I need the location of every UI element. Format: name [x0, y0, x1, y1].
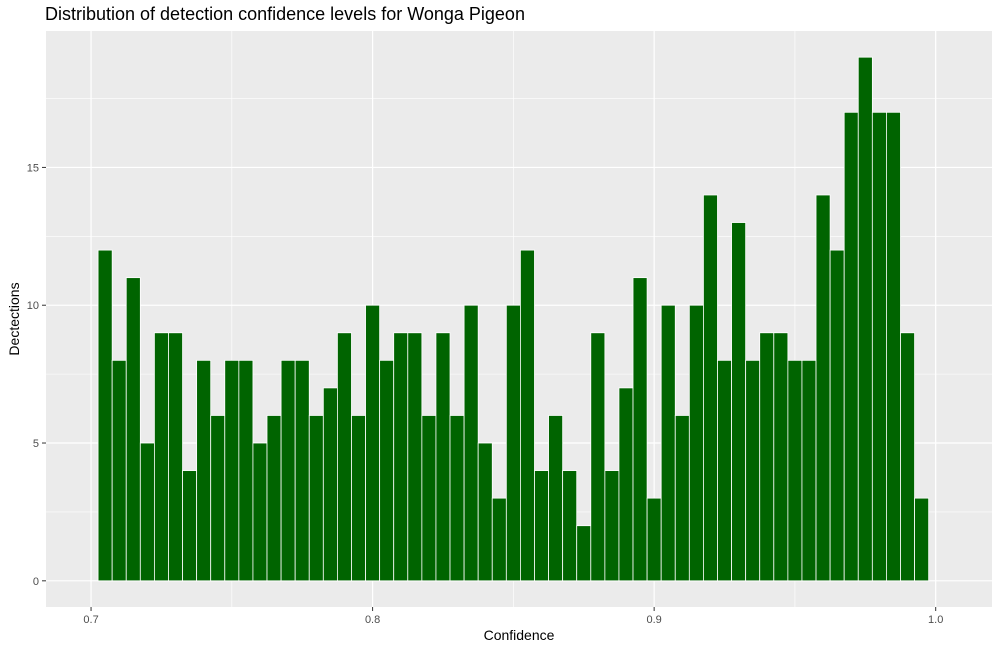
histogram-bar	[745, 359, 761, 582]
histogram-bar	[886, 111, 901, 582]
histogram-bar	[534, 470, 549, 582]
histogram-bar	[337, 332, 352, 582]
histogram-bar	[280, 359, 296, 582]
histogram-bar	[449, 415, 465, 582]
histogram-bar	[632, 277, 648, 582]
histogram-bar	[871, 111, 887, 582]
histogram-bar	[308, 415, 324, 582]
histogram-bar	[703, 194, 718, 582]
histogram-bar	[252, 442, 268, 582]
histogram-bar	[111, 359, 127, 582]
histogram-bar	[407, 332, 423, 582]
x-tick-label: 0.7	[83, 614, 98, 626]
histogram-bar	[857, 56, 873, 582]
histogram-bar	[125, 277, 141, 582]
y-tick-label: 5	[33, 438, 39, 450]
histogram-bar	[660, 304, 676, 582]
y-tick-label: 0	[33, 576, 39, 588]
histogram-bar	[477, 442, 493, 582]
histogram-bar	[787, 359, 803, 582]
histogram-bar	[688, 304, 704, 582]
x-axis-title: Confidence	[484, 627, 555, 643]
histogram-bar	[674, 415, 690, 582]
histogram-bar	[900, 332, 915, 582]
histogram-bar	[773, 332, 789, 582]
histogram-bar	[322, 387, 338, 582]
histogram-bar	[435, 332, 451, 582]
histogram-bar	[562, 470, 578, 582]
histogram-bar	[604, 470, 620, 582]
histogram-bar	[294, 359, 310, 582]
histogram-bar	[182, 470, 198, 582]
histogram-bar	[421, 415, 437, 582]
histogram-bar	[168, 332, 183, 582]
histogram-bar	[731, 222, 747, 582]
histogram-bar	[365, 304, 381, 582]
chart-title: Distribution of detection confidence lev…	[45, 4, 525, 24]
x-axis: 0.7 0.8 0.9 1.0	[83, 607, 943, 626]
x-tick-label: 0.8	[365, 614, 380, 626]
y-tick-label: 15	[27, 162, 39, 174]
x-tick-label: 1.0	[928, 614, 943, 626]
histogram-bar	[351, 415, 366, 582]
histogram-bar	[491, 497, 507, 582]
histogram-bar	[153, 332, 169, 582]
histogram-bar	[829, 249, 845, 582]
histogram-bars	[97, 56, 930, 582]
histogram-bar	[505, 304, 521, 582]
histogram-bar	[646, 497, 662, 582]
y-tick-label: 10	[27, 300, 39, 312]
histogram-bar	[393, 332, 409, 582]
histogram-bar	[266, 415, 282, 582]
histogram-bar	[97, 249, 113, 582]
histogram-bar	[801, 359, 817, 582]
histogram-bar	[210, 415, 226, 582]
histogram-bar	[196, 359, 212, 582]
histogram-bar	[379, 359, 395, 582]
histogram-bar	[815, 194, 831, 582]
histogram-bar	[238, 359, 254, 582]
histogram-bar	[717, 359, 732, 582]
histogram-bar	[463, 304, 479, 582]
histogram-bar	[548, 415, 564, 582]
y-axis: 0 5 10 15	[27, 162, 46, 588]
histogram-bar	[618, 387, 634, 582]
histogram-bar	[139, 442, 155, 582]
histogram-bar	[520, 249, 535, 582]
y-axis-title: Dectections	[6, 282, 22, 355]
histogram-bar	[224, 359, 240, 582]
histogram-bar	[843, 111, 859, 582]
histogram-bar	[590, 332, 606, 582]
histogram-bar	[759, 332, 775, 582]
histogram-bar	[576, 525, 592, 582]
x-tick-label: 0.9	[646, 614, 661, 626]
histogram-bar	[914, 497, 930, 582]
